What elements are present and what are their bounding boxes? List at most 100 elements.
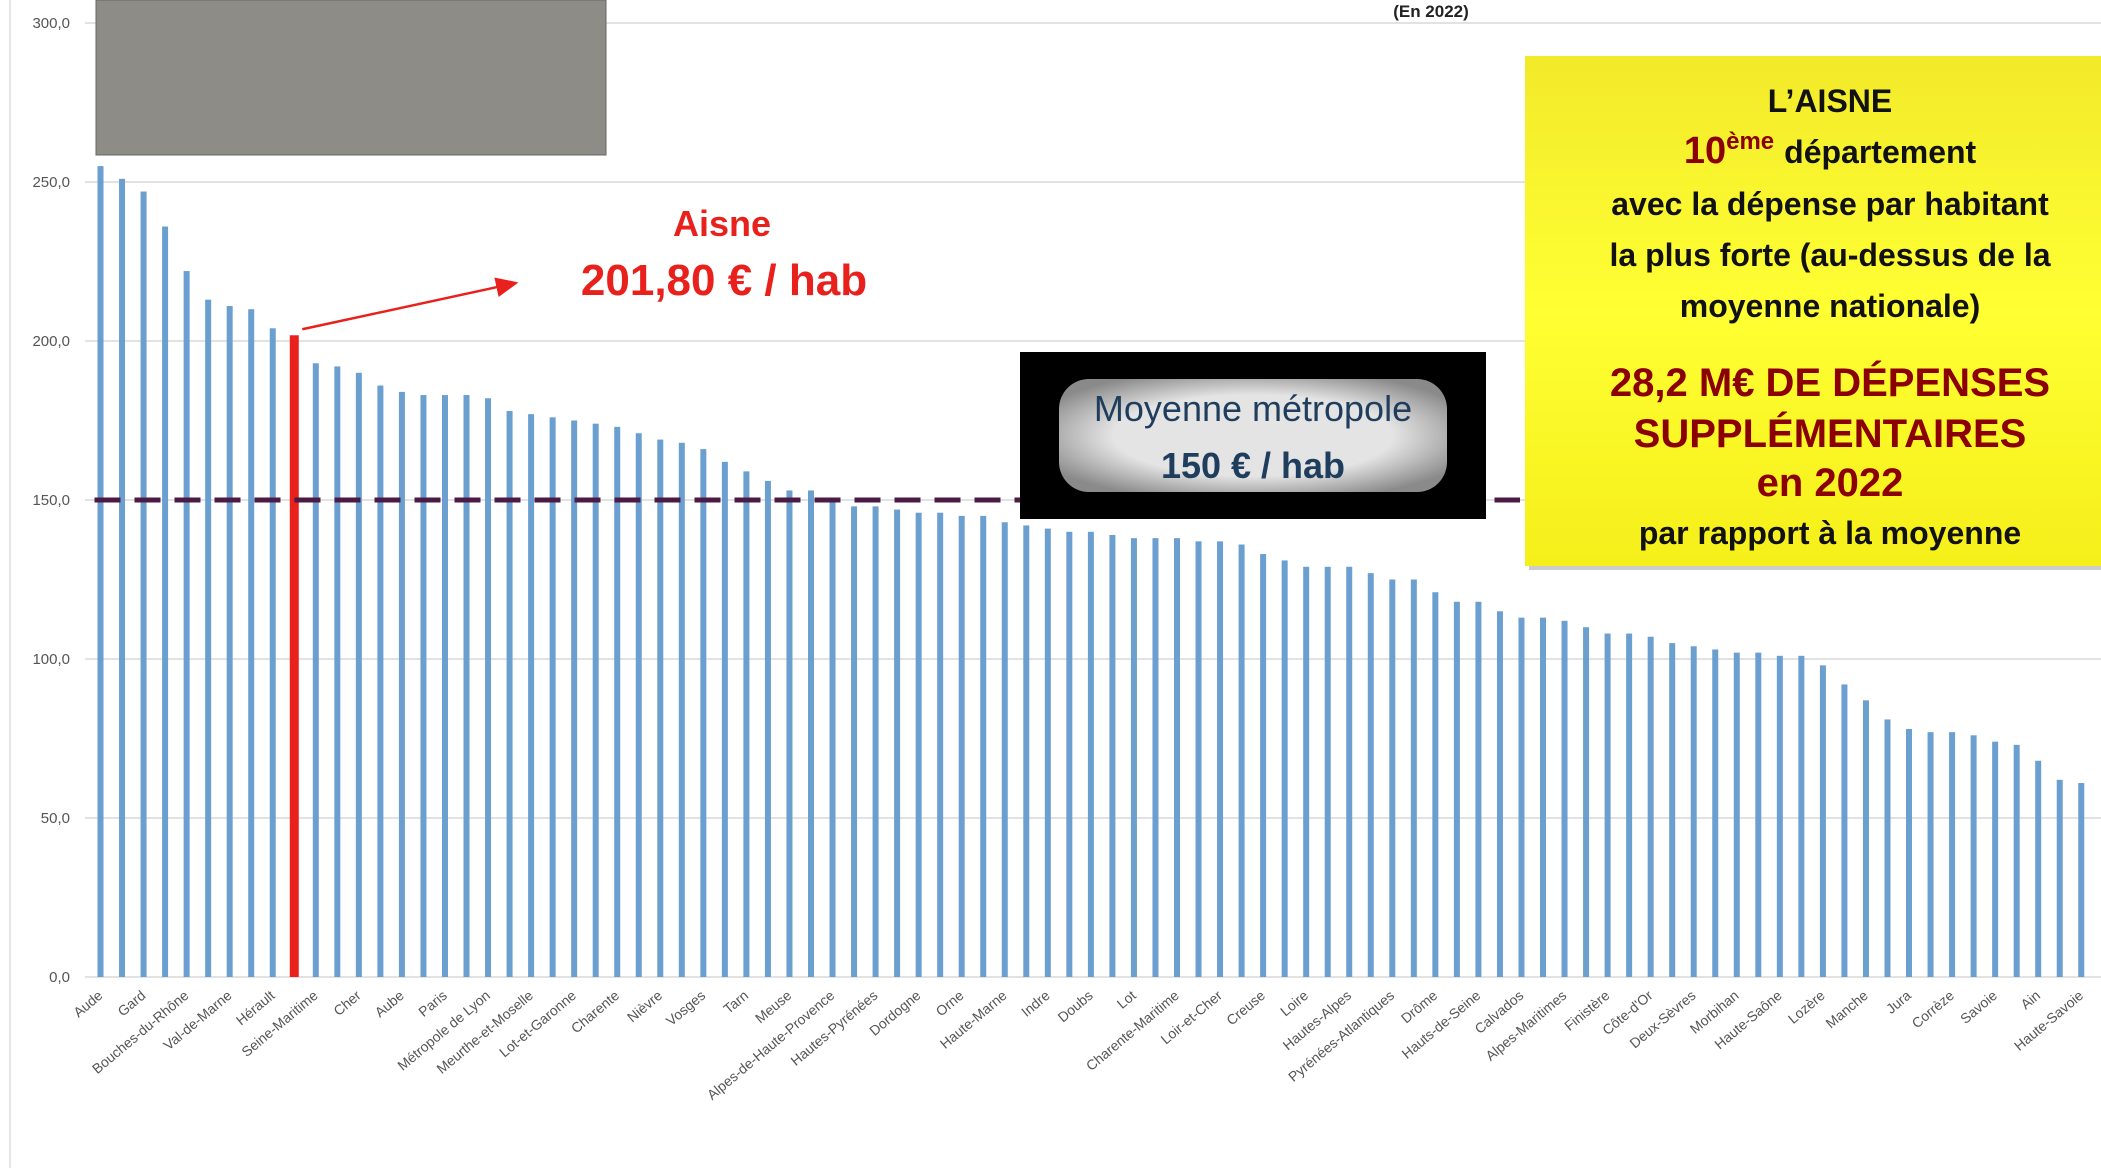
bar (657, 439, 664, 978)
bar (2035, 760, 2042, 977)
bar (269, 328, 276, 977)
x-tick-label: Loire (1277, 987, 1311, 1019)
x-tick-label: Aube (372, 987, 407, 1020)
average-value-label: 150 € / hab (1161, 445, 1345, 486)
bar (485, 398, 492, 977)
bar (937, 512, 944, 977)
bar (1819, 665, 1826, 977)
x-tick-label: Indre (1018, 987, 1053, 1020)
bar (528, 414, 535, 977)
bar (1087, 531, 1094, 977)
x-tick-label: Corrèze (1909, 987, 1958, 1031)
x-tick-label: Alpes-Maritimes (1482, 987, 1569, 1064)
callout-line: la plus forte (au-dessus de la (1610, 237, 2051, 273)
bar (1518, 617, 1525, 977)
bar (1389, 579, 1396, 977)
callout-footer: par rapport à la moyenne (1639, 515, 2021, 551)
bar (162, 226, 169, 977)
subtitle: (En 2022) (1393, 2, 1469, 21)
bar (958, 515, 965, 977)
bar (1862, 700, 1869, 977)
bar (334, 366, 341, 977)
bar (678, 442, 685, 977)
bar (398, 391, 405, 977)
bar (635, 433, 642, 978)
bar (463, 395, 470, 977)
highlight-value-label: 201,80 € / hab (581, 256, 867, 305)
bar (2013, 744, 2020, 977)
bar (980, 515, 987, 977)
bar (851, 506, 858, 977)
bar (1927, 732, 1934, 977)
bar (1970, 735, 1977, 977)
bar (1604, 633, 1611, 977)
bar (1195, 541, 1202, 977)
bar (1260, 554, 1267, 977)
bar (1712, 649, 1719, 977)
bar (807, 490, 814, 977)
bar (1561, 620, 1568, 977)
rank-text: département (1784, 134, 1976, 170)
bar (1367, 573, 1374, 977)
bar (1044, 528, 1051, 977)
bar (312, 363, 319, 977)
bar (786, 490, 793, 977)
bar (2056, 779, 2063, 977)
bar (1776, 655, 1783, 977)
bar (614, 426, 621, 977)
bar (1001, 522, 1008, 977)
bar (1217, 541, 1224, 977)
bar (829, 500, 836, 977)
callout: L’AISNE 10ème département avec la dépense… (1525, 56, 2101, 570)
x-tick-label: Lot (1114, 987, 1139, 1012)
bar (1324, 566, 1331, 977)
y-tick-label: 300,0 (32, 15, 70, 32)
bar (377, 385, 384, 977)
y-tick-label: 200,0 (32, 333, 70, 350)
bar (1798, 655, 1805, 977)
bar (506, 410, 513, 978)
y-tick-label: 150,0 (32, 492, 70, 509)
bar (1690, 646, 1697, 977)
bar (1238, 544, 1245, 977)
average-box-inner (1059, 379, 1447, 492)
bar (1755, 652, 1762, 977)
highlight-arrow (302, 277, 519, 331)
bar (1453, 601, 1460, 977)
callout-title: L’AISNE (1768, 83, 1892, 119)
bar (915, 512, 922, 977)
rank-suffix: ème (1726, 128, 1774, 155)
bar (183, 271, 190, 977)
bar (1130, 538, 1137, 977)
bar (1906, 728, 1913, 977)
bar (1949, 732, 1956, 977)
x-tick-label: Seine-Maritime (238, 987, 321, 1060)
average-label: Moyenne métropole (1094, 388, 1412, 429)
bar (1346, 566, 1353, 977)
bar (420, 395, 427, 977)
callout-headline: SUPPLÉMENTAIRES (1634, 411, 2027, 456)
bar (764, 480, 771, 977)
bar (97, 166, 104, 978)
bar (205, 299, 212, 977)
photo-frame (95, 0, 607, 156)
x-tick-label: Orne (933, 987, 967, 1019)
x-tick-label: Aude (70, 987, 105, 1020)
bar (2078, 783, 2085, 977)
bar (1475, 601, 1482, 977)
bar (441, 395, 448, 977)
bar (1066, 531, 1073, 977)
bar (1733, 652, 1740, 977)
bar (355, 372, 362, 977)
x-tick-label: Ain (2017, 987, 2043, 1012)
x-tick-label: Gard (114, 987, 148, 1019)
x-tick-label: Cher (330, 987, 364, 1019)
x-tick-label: Doubs (1055, 987, 1096, 1025)
callout-headline: en 2022 (1757, 461, 1904, 505)
x-tick-label: Vosges (663, 987, 708, 1029)
callout-headline: 28,2 M€ DE DÉPENSES (1610, 360, 2050, 405)
callout-box (1525, 56, 2101, 566)
bar (1109, 534, 1116, 977)
bar (1992, 741, 1999, 977)
